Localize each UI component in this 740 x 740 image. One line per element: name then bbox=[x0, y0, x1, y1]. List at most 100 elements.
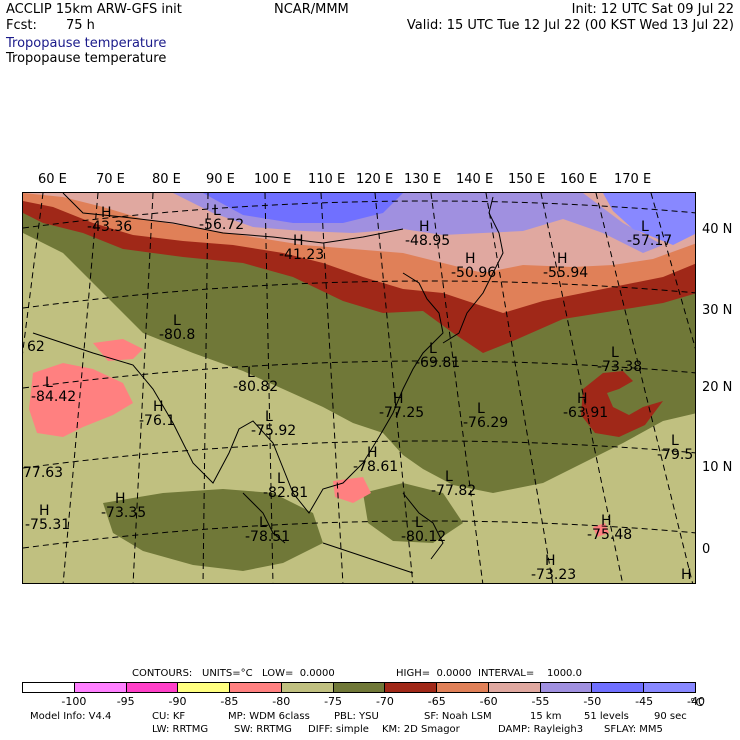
lon-label: 100 E bbox=[254, 172, 292, 187]
colorbar-tick-label: -65 bbox=[427, 695, 446, 708]
fill-minus70-patch-east bbox=[363, 483, 463, 543]
extremum-value: -77.25 bbox=[379, 405, 424, 421]
coastlines bbox=[32, 193, 504, 574]
extremum-value: 77.63 bbox=[23, 465, 63, 481]
contours-units: UNITS=°C bbox=[202, 668, 253, 679]
lon-label: 130 E bbox=[404, 172, 442, 187]
low-marker: L bbox=[429, 341, 437, 357]
extremum-value: -41.23 bbox=[279, 247, 324, 263]
extrema-labels: H-43.36L-56.72H-41.23H-48.95L-57.17H-50.… bbox=[23, 203, 693, 583]
high-marker: H bbox=[393, 391, 404, 407]
extremum-value: -48.95 bbox=[405, 233, 450, 249]
extremum-value: 62 bbox=[27, 339, 45, 355]
extremum-value: -75.48 bbox=[587, 527, 632, 543]
high-marker: H bbox=[601, 513, 612, 529]
valid-time: Valid: 15 UTC Tue 12 Jul 22 (00 KST Wed … bbox=[406, 18, 734, 33]
lat-label: 30 N bbox=[702, 303, 733, 318]
high-marker: H bbox=[115, 491, 126, 507]
lon-label: 60 E bbox=[38, 172, 67, 187]
colorbar-tick-label: -75 bbox=[324, 695, 343, 708]
field-title: Tropopause temperature bbox=[6, 36, 167, 51]
extremum-value: -84.42 bbox=[31, 389, 76, 405]
high-marker: H bbox=[39, 503, 50, 519]
low-marker: L bbox=[477, 401, 485, 417]
colorbar-swatch bbox=[333, 683, 386, 692]
colorbar-swatch bbox=[592, 683, 645, 692]
graticule-lines bbox=[23, 193, 695, 583]
colorbar-tick-label: -45 bbox=[635, 695, 654, 708]
colorbar-unit: °C bbox=[690, 696, 704, 709]
colorbar-swatch bbox=[74, 683, 127, 692]
colorbar-swatch bbox=[644, 683, 695, 692]
lon-label: 110 E bbox=[308, 172, 346, 187]
low-marker: L bbox=[173, 313, 181, 329]
high-marker: H bbox=[557, 251, 568, 267]
extremum-value: -82.81 bbox=[263, 485, 308, 501]
high-marker: H bbox=[577, 391, 588, 407]
colorbar-swatch bbox=[23, 683, 75, 692]
extremum-value: -78.51 bbox=[245, 529, 290, 545]
low-marker: L bbox=[415, 515, 423, 531]
extremum-value: -75.31 bbox=[25, 517, 70, 533]
colorbar-swatch bbox=[281, 683, 334, 692]
model-info-item: SW: RRTMG bbox=[234, 724, 292, 735]
colorbar-tick-label: -85 bbox=[220, 695, 239, 708]
init-time: Init: 12 UTC Sat 09 Jul 22 bbox=[571, 2, 734, 17]
contours-low: LOW= 0.0000 bbox=[262, 668, 335, 679]
colorbar-swatch bbox=[230, 683, 282, 692]
colorbar-tick-label: -100 bbox=[61, 695, 87, 708]
high-marker: H bbox=[101, 205, 112, 221]
contours-high: HIGH= 0.0000 bbox=[396, 668, 472, 679]
lon-label: 150 E bbox=[508, 172, 546, 187]
contours-interval: INTERVAL= 1000.0 bbox=[478, 668, 582, 679]
org-label: NCAR/MMM bbox=[274, 2, 349, 17]
colorbar-tick-label: -80 bbox=[272, 695, 291, 708]
low-marker: L bbox=[445, 469, 453, 485]
colorbar bbox=[22, 682, 696, 693]
extremum-value: -56.72 bbox=[199, 217, 244, 233]
fill-minus80-patch-india bbox=[93, 339, 143, 361]
extremum-value: -57.17 bbox=[627, 233, 672, 249]
tropopause-temperature-map: H -43.36 L -56.72 H -41.23 H -48.95 L -57.17 H -50.… bbox=[22, 192, 696, 584]
colorbar-swatch bbox=[126, 683, 179, 692]
fill-minus70-patch-south bbox=[103, 489, 323, 571]
low-marker: L bbox=[277, 471, 285, 487]
extremum-value: -78.61 bbox=[353, 459, 398, 475]
high-marker: H bbox=[419, 219, 430, 235]
extremum-value: -43.36 bbox=[87, 219, 132, 235]
model-info-item: KM: 2D Smagor bbox=[382, 724, 460, 735]
lon-label: 90 E bbox=[206, 172, 235, 187]
model-info-item: CU: KF bbox=[152, 711, 186, 722]
model-info-item: 51 levels bbox=[584, 711, 629, 722]
extremum-value: -75.92 bbox=[251, 423, 296, 439]
high-marker: H bbox=[681, 567, 692, 583]
high-marker: H bbox=[153, 399, 164, 415]
lon-label: 70 E bbox=[96, 172, 125, 187]
extremum-value: -73.38 bbox=[597, 359, 642, 375]
extremum-value: -63.91 bbox=[563, 405, 608, 421]
model-info-item: Model Info: V4.4 bbox=[30, 711, 112, 722]
model-info-item: LW: RRTMG bbox=[152, 724, 209, 735]
model-info-item: PBL: YSU bbox=[334, 711, 379, 722]
lat-label: 40 N bbox=[702, 222, 733, 237]
model-title: ACCLIP 15km ARW-GFS init bbox=[6, 2, 182, 17]
high-marker: H bbox=[293, 233, 304, 249]
colorbar-tick-label: -95 bbox=[116, 695, 135, 708]
lon-label: 160 E bbox=[560, 172, 598, 187]
contours-label: CONTOURS: bbox=[132, 668, 193, 679]
extremum-value: -80.82 bbox=[233, 379, 278, 395]
lon-label: 120 E bbox=[356, 172, 394, 187]
colorbar-swatch bbox=[540, 683, 593, 692]
low-marker: L bbox=[259, 515, 267, 531]
low-marker: L bbox=[45, 375, 53, 391]
model-info-item: SFLAY: MM5 bbox=[604, 724, 663, 735]
extremum-value: -79.5 bbox=[657, 447, 693, 463]
colorbar-tick-label: -40 bbox=[687, 695, 705, 708]
extremum-value: -69.81 bbox=[415, 355, 460, 371]
low-marker: L bbox=[247, 365, 255, 381]
colorbar-tick-label: -50 bbox=[583, 695, 602, 708]
model-info-item: 15 km bbox=[530, 711, 562, 722]
forecast-label: Fcst: bbox=[6, 18, 37, 33]
extremum-value: -77.82 bbox=[431, 483, 476, 499]
lat-label: 10 N bbox=[702, 460, 733, 475]
